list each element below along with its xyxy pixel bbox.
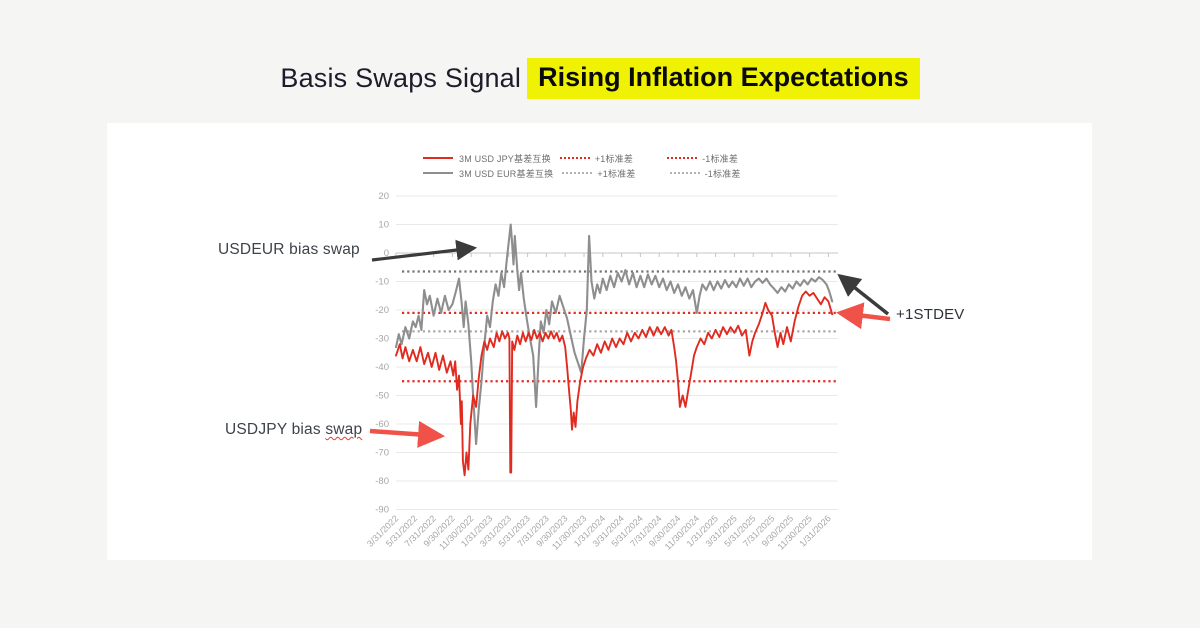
title-highlight-text: Rising Inflation Expectations: [527, 58, 920, 99]
eur-minus-stdev-swatch: [669, 172, 700, 174]
jpy-plus-stdev-swatch: [559, 157, 590, 159]
legend-row-jpy: 3M USD JPY基差互换 +1标准差 -1标准差: [423, 152, 738, 164]
chart-card: [107, 123, 1092, 560]
usdjpy-annotation-prefix: USDJPY bias: [225, 421, 321, 438]
legend-row-eur: 3M USD EUR基差互换 +1标准差 -1标准差: [423, 167, 741, 179]
eur-plus-stdev-swatch: [562, 172, 593, 174]
usdeur-annotation: USDEUR bias swap: [218, 241, 360, 258]
stdev-annotation: +1STDEV: [896, 306, 965, 323]
legend-label-eur-plus-stdev: +1标准差: [597, 168, 636, 179]
legend-label-eur-minus-stdev: -1标准差: [704, 168, 741, 179]
jpy-line-swatch: [423, 157, 453, 159]
jpy-minus-stdev-swatch: [667, 157, 698, 159]
eur-line-swatch: [423, 172, 453, 174]
legend-label-eur-series: 3M USD EUR基差互换: [459, 168, 554, 179]
title-plain-text: Basis Swaps Signal: [280, 63, 522, 93]
legend-label-jpy-plus-stdev: +1标准差: [594, 153, 634, 164]
page-title: Basis Swaps Signal Rising Inflation Expe…: [0, 58, 1200, 99]
misspelled-word: swap: [325, 421, 363, 438]
legend-label-jpy-minus-stdev: -1标准差: [702, 153, 739, 164]
usdjpy-annotation: USDJPY bias swap: [225, 421, 362, 439]
legend-label-jpy-series: 3M USD JPY基差互换: [459, 153, 551, 164]
